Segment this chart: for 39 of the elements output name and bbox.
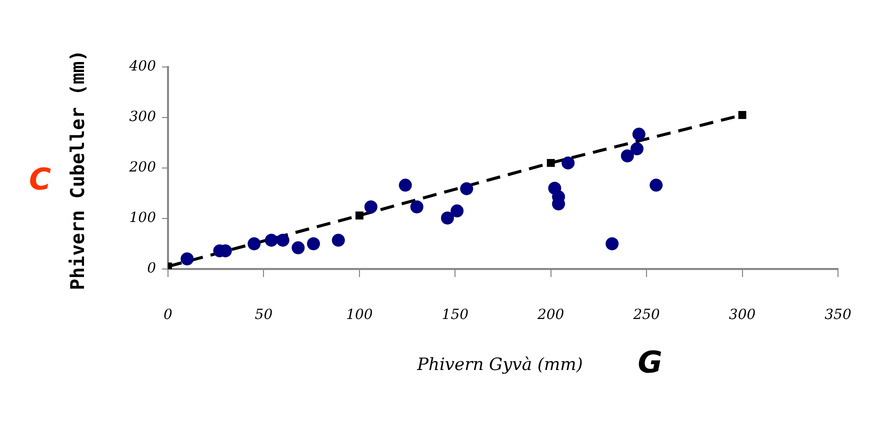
text: G [638, 346, 662, 380]
point [650, 178, 663, 192]
x-axis-title: Phivern Gyvà (mm) [417, 355, 583, 375]
point [364, 200, 378, 214]
point [632, 128, 646, 141]
point [460, 182, 474, 196]
y-tick-label: 400 [128, 58, 156, 75]
x-tick-label: 350 [824, 307, 852, 324]
x-tick-label: 50 [254, 307, 273, 324]
point [264, 234, 278, 247]
point [606, 237, 619, 250]
y-tick-label: 300 [129, 109, 156, 126]
point [276, 234, 290, 247]
point [398, 178, 412, 192]
point [562, 156, 575, 170]
x-tick-label: 0 [164, 307, 173, 324]
y-tick-label: 100 [129, 210, 156, 226]
text: C [28, 162, 52, 198]
point [620, 149, 634, 162]
x-tick-label: 300 [728, 307, 756, 324]
point [546, 158, 555, 167]
point [332, 234, 345, 247]
point [410, 200, 424, 214]
x-tick-label: 250 [632, 307, 660, 324]
point [292, 241, 305, 254]
y-tick-label: 0 [147, 260, 156, 277]
point [355, 211, 364, 220]
x-tick-label: 100 [346, 307, 373, 324]
point [440, 211, 454, 224]
y-tick-label: 200 [128, 160, 156, 176]
point [180, 252, 194, 266]
x-tick-label: 200 [536, 307, 564, 324]
point [450, 204, 464, 218]
y-axis-title: Phivern Cubeller (mm) [67, 50, 89, 290]
x-tick-label: 150 [442, 307, 469, 324]
point [738, 111, 746, 119]
point [630, 142, 644, 156]
point [306, 237, 320, 250]
point [248, 237, 261, 250]
